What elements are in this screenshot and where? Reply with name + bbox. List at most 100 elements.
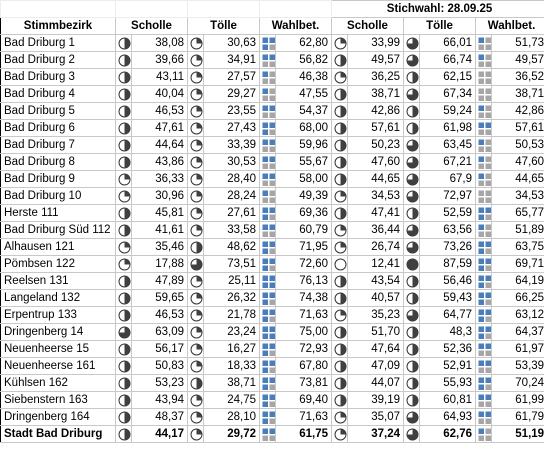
district-cell[interactable]: Bad Driburg 3 [0,68,116,86]
turnout-cell[interactable]: 72,60 [275,255,332,273]
district-cell[interactable]: Neuenheerse 15 [0,340,116,358]
toelle-runoff-cell[interactable]: 59,24 [419,102,476,120]
turnout-cell[interactable]: 69,36 [275,204,332,222]
toelle-runoff-cell[interactable]: 73,26 [419,238,476,256]
turnout-runoff-cell[interactable]: 69,71 [490,255,544,273]
toelle-cell[interactable]: 27,43 [203,119,260,137]
turnout-cell[interactable]: 67,80 [275,357,332,375]
scholle-runoff-cell[interactable]: 43,54 [347,272,404,290]
scholle-runoff-cell[interactable]: 37,24 [347,425,404,443]
scholle-cell[interactable]: 40,04 [131,85,188,103]
toelle-runoff-cell[interactable]: 63,45 [419,136,476,154]
scholle-cell[interactable]: 39,66 [131,51,188,69]
scholle-runoff-cell[interactable]: 34,53 [347,187,404,205]
district-cell[interactable]: Bad Driburg 10 [0,187,116,205]
turnout-runoff-cell[interactable]: 64,19 [490,272,544,290]
district-cell[interactable]: Dringenberg 14 [0,323,116,341]
turnout-cell[interactable]: 49,39 [275,187,332,205]
turnout-cell[interactable]: 69,40 [275,391,332,409]
scholle-cell[interactable]: 63,09 [131,323,188,341]
scholle-runoff-cell[interactable]: 38,71 [347,85,404,103]
scholle-cell[interactable]: 30,96 [131,187,188,205]
toelle-runoff-cell[interactable]: 62,15 [419,68,476,86]
turnout-cell[interactable]: 60,79 [275,221,332,239]
scholle-cell[interactable]: 59,65 [131,289,188,307]
scholle-runoff-cell[interactable]: 35,07 [347,408,404,426]
toelle-cell[interactable]: 23,24 [203,323,260,341]
scholle-runoff-cell[interactable]: 44,65 [347,170,404,188]
col-header-toelle[interactable]: Tölle [187,17,260,35]
toelle-cell[interactable]: 30,53 [203,153,260,171]
scholle-runoff-cell[interactable]: 44,07 [347,374,404,392]
district-cell[interactable]: Bad Driburg 9 [0,170,116,188]
district-cell[interactable]: Neuenheerse 161 [0,357,116,375]
scholle-cell[interactable]: 47,61 [131,119,188,137]
district-cell[interactable]: Pömbsen 122 [0,255,116,273]
turnout-runoff-cell[interactable]: 70,24 [490,374,544,392]
district-cell[interactable]: Bad Driburg 1 [0,34,116,52]
turnout-cell[interactable]: 61,75 [275,425,332,443]
turnout-runoff-cell[interactable]: 42,86 [490,102,544,120]
scholle-cell[interactable]: 36,33 [131,170,188,188]
scholle-runoff-cell[interactable]: 51,70 [347,323,404,341]
scholle-cell[interactable]: 43,94 [131,391,188,409]
district-cell[interactable]: Bad Driburg 5 [0,102,116,120]
toelle-cell[interactable]: 48,62 [203,238,260,256]
toelle-cell[interactable]: 33,58 [203,221,260,239]
toelle-runoff-cell[interactable]: 67,9 [419,170,476,188]
toelle-runoff-cell[interactable]: 72,97 [419,187,476,205]
toelle-runoff-cell[interactable]: 52,59 [419,204,476,222]
turnout-runoff-cell[interactable]: 51,19 [490,425,544,443]
scholle-cell[interactable]: 44,17 [131,425,188,443]
col-header-district[interactable]: Stimmbezirk [0,17,116,35]
district-cell[interactable]: Bad Driburg 8 [0,153,116,171]
turnout-cell[interactable]: 47,55 [275,85,332,103]
toelle-runoff-cell[interactable]: 67,34 [419,85,476,103]
toelle-runoff-cell[interactable]: 52,36 [419,340,476,358]
toelle-runoff-cell[interactable]: 64,77 [419,306,476,324]
turnout-cell[interactable]: 54,37 [275,102,332,120]
col-header-toelle-runoff[interactable]: Tölle [403,17,476,35]
turnout-runoff-cell[interactable]: 49,57 [490,51,544,69]
scholle-runoff-cell[interactable]: 47,60 [347,153,404,171]
turnout-runoff-cell[interactable]: 36,52 [490,68,544,86]
toelle-runoff-cell[interactable]: 66,74 [419,51,476,69]
toelle-cell[interactable]: 34,91 [203,51,260,69]
turnout-cell[interactable]: 68,00 [275,119,332,137]
col-header-turnout-runoff[interactable]: Wahlbet. [474,17,544,35]
turnout-cell[interactable]: 72,93 [275,340,332,358]
toelle-cell[interactable]: 28,40 [203,170,260,188]
toelle-cell[interactable]: 38,71 [203,374,260,392]
turnout-runoff-cell[interactable]: 57,61 [490,119,544,137]
toelle-cell[interactable]: 73,51 [203,255,260,273]
toelle-runoff-cell[interactable]: 62,76 [419,425,476,443]
turnout-cell[interactable]: 62,80 [275,34,332,52]
district-cell[interactable]: Herste 111 [0,204,116,222]
district-cell[interactable]: Bad Driburg 4 [0,85,116,103]
col-header-scholle[interactable]: Scholle [115,17,188,35]
toelle-runoff-cell[interactable]: 60,81 [419,391,476,409]
scholle-runoff-cell[interactable]: 47,09 [347,357,404,375]
turnout-cell[interactable]: 71,63 [275,306,332,324]
toelle-runoff-cell[interactable]: 64,93 [419,408,476,426]
toelle-runoff-cell[interactable]: 66,01 [419,34,476,52]
scholle-runoff-cell[interactable]: 50,23 [347,136,404,154]
turnout-cell[interactable]: 71,63 [275,408,332,426]
turnout-runoff-cell[interactable]: 61,79 [490,408,544,426]
col-header-scholle-runoff[interactable]: Scholle [331,17,404,35]
toelle-cell[interactable]: 27,57 [203,68,260,86]
district-cell[interactable]: Reelsen 131 [0,272,116,290]
turnout-cell[interactable]: 74,38 [275,289,332,307]
col-header-turnout[interactable]: Wahlbet. [259,17,332,35]
scholle-runoff-cell[interactable]: 42,86 [347,102,404,120]
scholle-runoff-cell[interactable]: 26,74 [347,238,404,256]
turnout-runoff-cell[interactable]: 66,25 [490,289,544,307]
toelle-runoff-cell[interactable]: 55,93 [419,374,476,392]
toelle-cell[interactable]: 18,33 [203,357,260,375]
scholle-runoff-cell[interactable]: 36,44 [347,221,404,239]
turnout-cell[interactable]: 75,00 [275,323,332,341]
turnout-runoff-cell[interactable]: 34,53 [490,187,544,205]
toelle-cell[interactable]: 16,27 [203,340,260,358]
scholle-runoff-cell[interactable]: 57,61 [347,119,404,137]
toelle-runoff-cell[interactable]: 63,56 [419,221,476,239]
